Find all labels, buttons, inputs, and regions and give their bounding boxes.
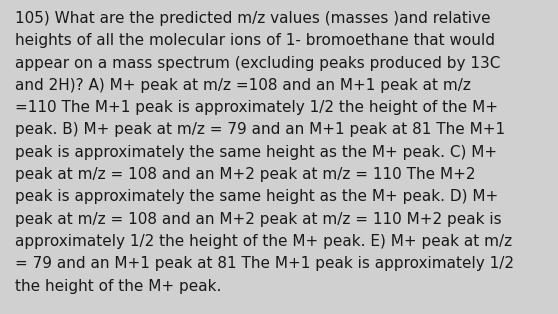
- Text: peak at m/z = 108 and an M+2 peak at m/z = 110 M+2 peak is: peak at m/z = 108 and an M+2 peak at m/z…: [15, 212, 502, 227]
- Text: appear on a mass spectrum (excluding peaks produced by 13C: appear on a mass spectrum (excluding pea…: [15, 56, 501, 71]
- Text: peak. B) M+ peak at m/z = 79 and an M+1 peak at 81 The M+1: peak. B) M+ peak at m/z = 79 and an M+1 …: [15, 122, 505, 138]
- Text: peak at m/z = 108 and an M+2 peak at m/z = 110 The M+2: peak at m/z = 108 and an M+2 peak at m/z…: [15, 167, 475, 182]
- Text: peak is approximately the same height as the M+ peak. D) M+: peak is approximately the same height as…: [15, 189, 498, 204]
- Text: heights of all the molecular ions of 1- bromoethane that would: heights of all the molecular ions of 1- …: [15, 33, 495, 48]
- Text: and 2H)? A) M+ peak at m/z =108 and an M+1 peak at m/z: and 2H)? A) M+ peak at m/z =108 and an M…: [15, 78, 471, 93]
- Text: the height of the M+ peak.: the height of the M+ peak.: [15, 279, 222, 294]
- Text: =110 The M+1 peak is approximately 1/2 the height of the M+: =110 The M+1 peak is approximately 1/2 t…: [15, 100, 498, 115]
- Text: = 79 and an M+1 peak at 81 The M+1 peak is approximately 1/2: = 79 and an M+1 peak at 81 The M+1 peak …: [15, 256, 514, 271]
- Text: 105) What are the predicted m/z values (masses )and relative: 105) What are the predicted m/z values (…: [15, 11, 490, 26]
- Text: approximately 1/2 the height of the M+ peak. E) M+ peak at m/z: approximately 1/2 the height of the M+ p…: [15, 234, 512, 249]
- Text: peak is approximately the same height as the M+ peak. C) M+: peak is approximately the same height as…: [15, 145, 497, 160]
